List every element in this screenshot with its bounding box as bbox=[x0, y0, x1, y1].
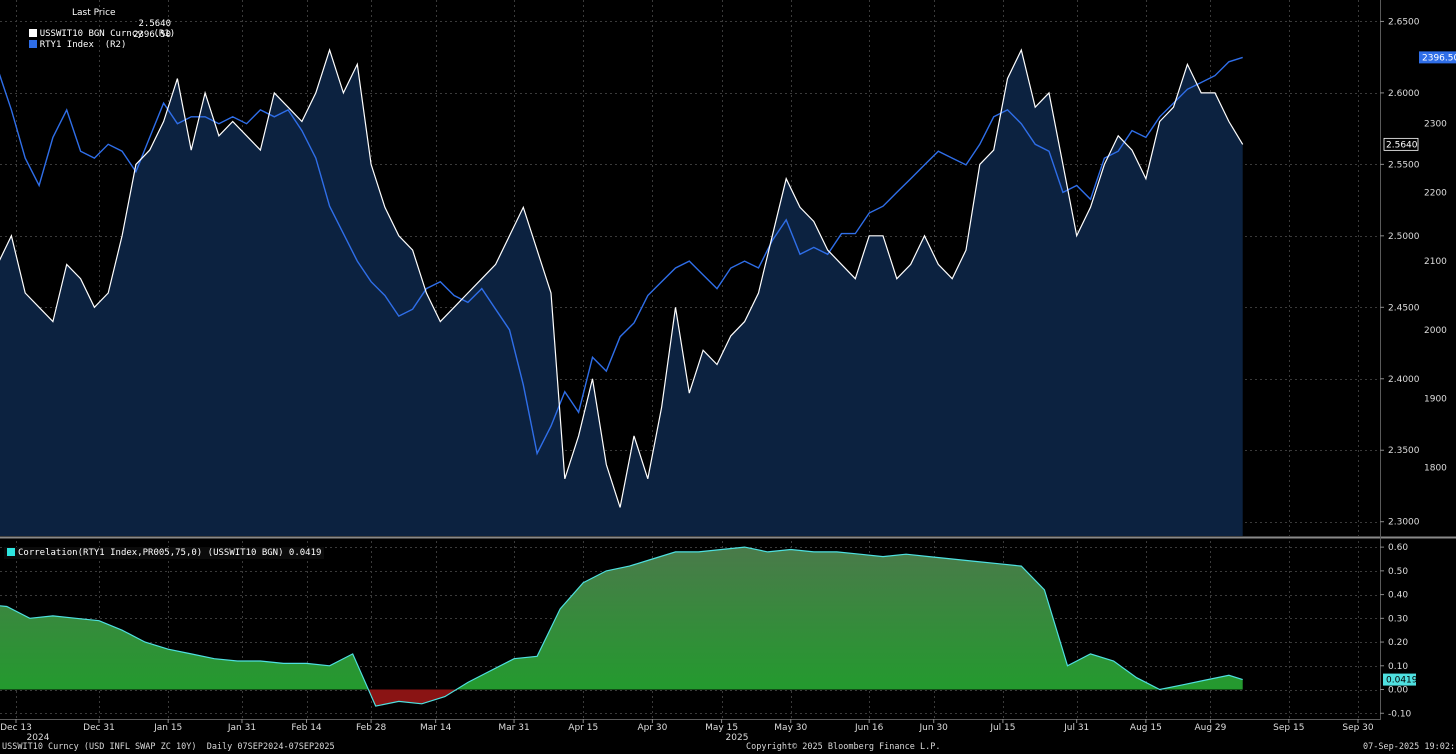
x-tick-label: Mar 14 bbox=[420, 723, 452, 733]
r1-tick-label: 2.5000 bbox=[1388, 232, 1420, 242]
r1-tick-label: 2.6000 bbox=[1388, 89, 1420, 99]
swatch-correlation bbox=[7, 548, 15, 556]
r2-last-tag bbox=[1419, 51, 1456, 64]
year-label-2025: 2025 bbox=[726, 733, 749, 743]
correlation-line bbox=[0, 546, 1243, 707]
r1-tick-label: 2.5500 bbox=[1388, 160, 1420, 170]
rty-line bbox=[0, 47, 1243, 456]
legend-header: Last Price bbox=[72, 8, 116, 18]
x-tick-label: Aug 15 bbox=[1130, 723, 1162, 733]
year-label-2024: 2024 bbox=[27, 733, 50, 743]
x-tick-label: Mar 31 bbox=[498, 723, 529, 733]
footer-left: USSWIT10 Curncy (USD INFL SWAP ZC 10Y) D… bbox=[2, 742, 335, 752]
corr-tick-label: 0.20 bbox=[1388, 638, 1408, 648]
swatch-swap bbox=[28, 29, 37, 37]
x-tick-label: May 15 bbox=[705, 723, 738, 733]
correlation-legend: Correlation(RTY1 Index,PR005,75,0) (USSW… bbox=[4, 547, 325, 559]
legend-swap-value: 2.5640 bbox=[138, 19, 171, 29]
legend-rty-label: RTY1 Index (R2) bbox=[39, 40, 127, 50]
r1-last-tag bbox=[1383, 137, 1419, 151]
r1-last-label: 2.5640 bbox=[1386, 140, 1418, 150]
x-tick-label: Apr 30 bbox=[637, 723, 667, 733]
corr-last-tag bbox=[1383, 673, 1416, 686]
footer-center: Copyright© 2025 Bloomberg Finance L.P. bbox=[746, 742, 941, 752]
r2-tick-label: 2000 bbox=[1424, 326, 1447, 336]
r1-tick-label: 2.4000 bbox=[1388, 375, 1420, 385]
correlation-legend-text: Correlation(RTY1 Index,PR005,75,0) (USSW… bbox=[18, 548, 322, 558]
correlation-area-negative bbox=[368, 689, 457, 707]
r2-last-label: 2396.50 bbox=[1422, 53, 1456, 63]
x-tick-label: Aug 29 bbox=[1194, 723, 1226, 733]
r1-tick-label: 2.6500 bbox=[1388, 17, 1420, 27]
x-tick-label: Jul 15 bbox=[989, 723, 1015, 733]
x-tick-label: May 30 bbox=[774, 723, 807, 733]
corr-tick-label: 0.00 bbox=[1388, 686, 1408, 696]
r2-tick-label: 2200 bbox=[1424, 188, 1447, 198]
x-tick-label: Jun 30 bbox=[919, 723, 949, 733]
legend-swap-label: USSWIT10 BGN Curncy (R1) bbox=[39, 29, 176, 39]
corr-tick-label: 0.10 bbox=[1388, 662, 1408, 672]
x-tick-label: Feb 28 bbox=[356, 723, 387, 733]
r2-tick-label: 2300 bbox=[1424, 120, 1447, 130]
x-tick-label: Jan 31 bbox=[227, 723, 256, 733]
x-tick-label: Sep 30 bbox=[1342, 723, 1374, 733]
legend-series-swap: USSWIT10 BGN Curncy (R1) 2.5640 bbox=[7, 19, 175, 39]
corr-tick-label: 0.40 bbox=[1388, 591, 1408, 601]
r1-tick-label: 2.4500 bbox=[1388, 303, 1420, 313]
legend-series-rty: RTY1 Index (R2) 2396.50 bbox=[7, 30, 175, 50]
x-tick-label: Dec 13 bbox=[0, 723, 32, 733]
x-tick-label: Jan 15 bbox=[153, 723, 182, 733]
corr-tick-label: 0.30 bbox=[1388, 614, 1408, 624]
corr-last-label: 0.0419 bbox=[1386, 676, 1418, 686]
r1-tick-label: 2.3500 bbox=[1388, 446, 1420, 456]
corr-tick-label: -0.10 bbox=[1388, 709, 1412, 719]
x-tick-label: Sep 15 bbox=[1273, 723, 1304, 733]
swap-line bbox=[0, 48, 1244, 508]
corr-tick-label: 0.60 bbox=[1388, 543, 1408, 553]
r2-tick-label: 1900 bbox=[1424, 395, 1447, 405]
swap-area bbox=[0, 50, 1243, 536]
x-tick-label: Feb 14 bbox=[291, 723, 322, 733]
x-tick-label: Apr 15 bbox=[568, 723, 598, 733]
x-tick-label: Jun 16 bbox=[854, 723, 884, 733]
legend-rty-value: 2396.50 bbox=[133, 30, 171, 40]
price-legend: Last Price USSWIT10 BGN Curncy (R1) 2.56… bbox=[4, 6, 175, 50]
corr-tick-label: 0.50 bbox=[1388, 567, 1408, 577]
footer-right: 07-Sep-2025 19:02:19 bbox=[1363, 742, 1456, 752]
x-tick-label: Dec 31 bbox=[83, 723, 115, 733]
r1-tick-label: 2.3000 bbox=[1388, 518, 1420, 528]
x-tick-label: Jul 31 bbox=[1063, 723, 1089, 733]
r2-tick-label: 2100 bbox=[1424, 257, 1447, 267]
r2-tick-label: 1800 bbox=[1424, 463, 1447, 473]
correlation-area-positive bbox=[0, 547, 1243, 690]
swatch-rty bbox=[28, 40, 37, 48]
